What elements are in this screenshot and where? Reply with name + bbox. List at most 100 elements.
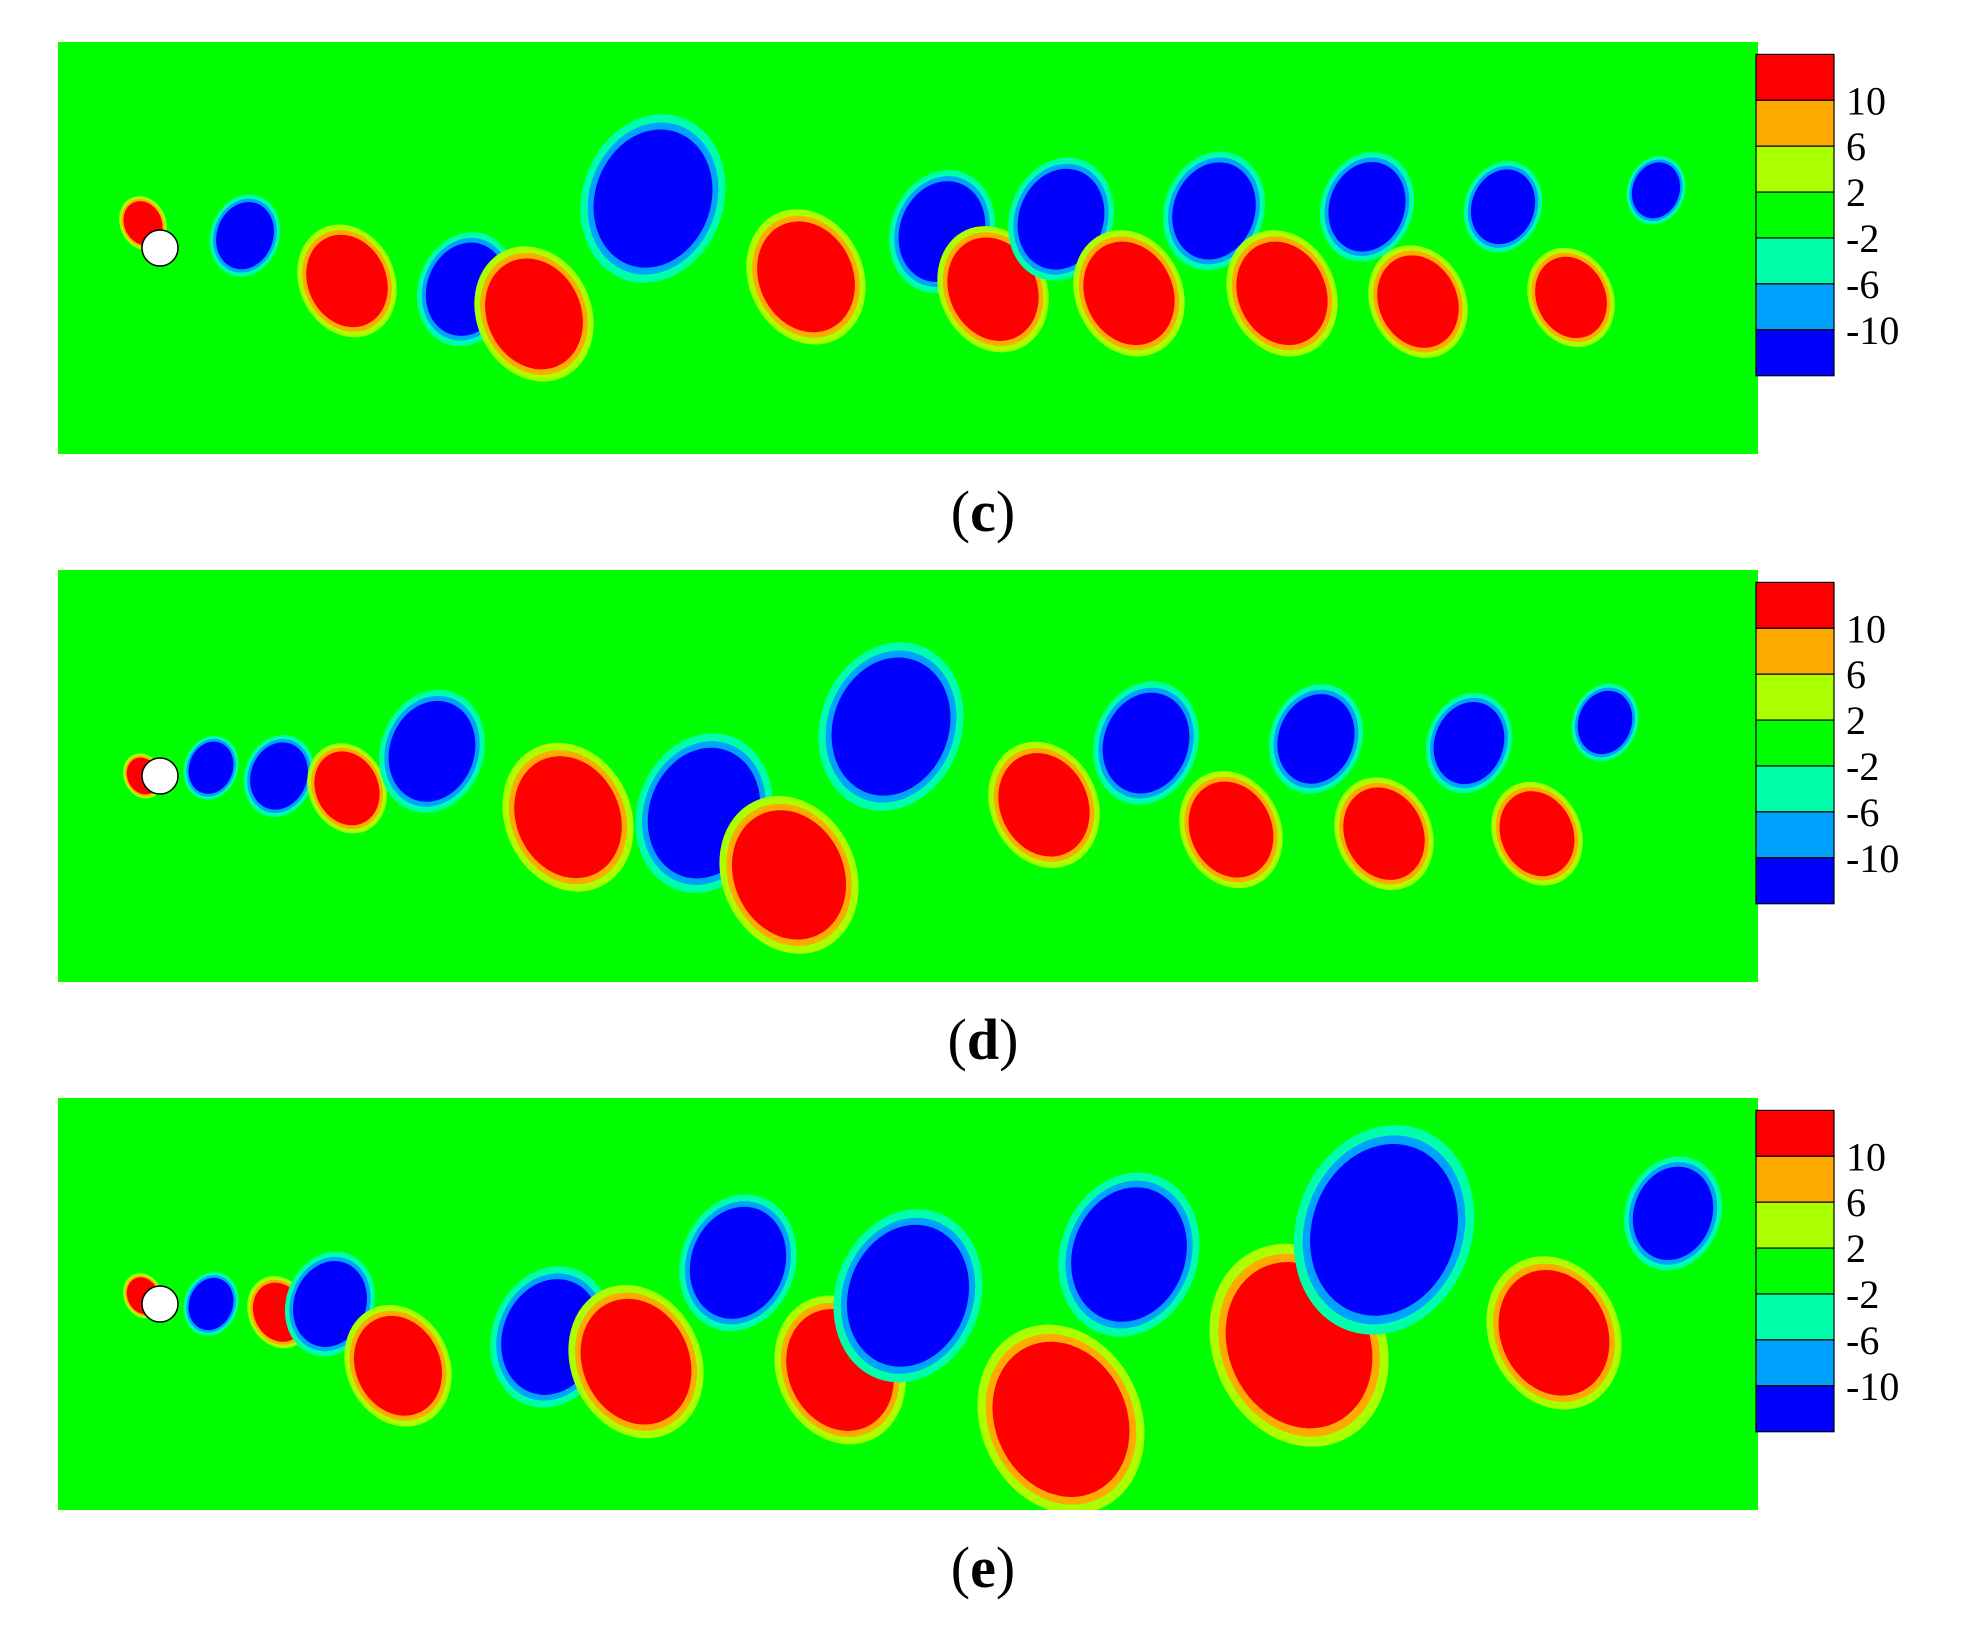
colorbar-tick-label: 6 [1846,124,1866,169]
vortex-contour-level [1535,256,1607,339]
vortex-contour-level [1632,1166,1714,1261]
colorbar-tick-label: -10 [1846,308,1899,353]
colorbar-segment [1755,283,1835,331]
vortex-contour-level [1071,1187,1187,1322]
colorbar-tick-label: 6 [1846,1180,1866,1225]
vortex-contour-level [306,234,388,328]
positive-vortex [977,1324,1145,1510]
colorbar-segment [1755,627,1835,675]
vortex-contour-level [1172,162,1256,260]
negative-vortex [1093,681,1199,805]
colorbar-segment [1755,1385,1835,1433]
cylinder-shape [141,229,179,267]
negative-vortex [1293,1125,1475,1335]
colorbar-segment [1755,99,1835,147]
panel-caption-c: (c) [950,479,1016,544]
negative-vortex [580,114,726,283]
cylinder-shape [141,757,179,795]
positive-vortex [719,795,859,954]
positive-vortex [502,742,634,892]
vortex-contour-level [353,1315,443,1416]
vortex-contour-level [1499,791,1575,877]
vortex-contour-level [846,1224,970,1367]
colorbar-tick-label: 2 [1846,1226,1866,1271]
negative-vortex [679,1194,797,1332]
vortex-contour-level [992,1341,1130,1497]
positive-vortex [1226,230,1338,357]
negative-vortex [1268,684,1364,794]
negative-vortex [379,689,485,813]
colorbar-tick-label: -6 [1846,790,1879,835]
colorbar-segment [1755,1247,1835,1295]
colorbar-segment [1755,1201,1835,1249]
colorbar-segment [1755,145,1835,193]
colorbar-tick-label: -2 [1846,216,1879,261]
vortex-contour-level [1343,787,1425,880]
negative-vortex [833,1209,983,1383]
colorbar-segment [1755,191,1835,239]
positive-vortex [746,209,866,345]
colorbar-segment [1755,53,1835,101]
vortex-contour-level [1236,241,1328,346]
vortex-contour-level [1470,169,1536,245]
contour-panel-e: 10 6 2 -2 -6 -10 (e) [0,1056,1966,1600]
colorbar-segment [1755,1109,1835,1157]
vortex-contour-level [293,1261,367,1347]
positive-vortex [474,246,594,382]
colorbar-segment [1755,581,1835,629]
colorbar-tick-label: -6 [1846,262,1879,307]
negative-vortex [1163,151,1265,271]
vortex-contour-level [314,751,380,826]
vortex-contour-level [388,700,476,802]
vortex-contour-level [580,1298,692,1425]
colorbar-segment [1755,857,1835,905]
colorbar-tick-label: -2 [1846,1272,1879,1317]
colorbar-tick-label: 10 [1846,606,1886,651]
vortex-contour-level [485,258,583,370]
colorbar-segment [1755,329,1835,377]
negative-vortex [1425,692,1513,794]
negative-vortex [183,735,239,800]
colorbar-tick-label: -6 [1846,1318,1879,1363]
colorbar-segment [1755,1293,1835,1341]
positive-vortex [988,741,1100,868]
colorbar-tick-label: 2 [1846,698,1866,743]
vortex-contour-level [1083,241,1175,346]
vortex-contour-level [1377,255,1459,348]
vortex-contour-level [1102,692,1190,794]
vortex-group [123,1125,1723,1510]
colorbar-tick-label: 6 [1846,652,1866,697]
colorbar-segment [1755,1155,1835,1203]
vortex-contour-level [188,741,234,794]
vortex-contour-level [1328,161,1406,252]
negative-vortex [1571,683,1639,762]
vortex-contour-level [250,742,308,810]
vortex-contour-level [1310,1143,1458,1316]
colorbar-tick-label: -2 [1846,744,1879,789]
positive-vortex [1368,245,1468,358]
vortex-group [119,114,1686,382]
positive-vortex [1073,230,1185,357]
positive-vortex [307,743,387,834]
positive-vortex [1486,1256,1622,1410]
vortex-contour-level [1498,1270,1610,1396]
vortex-contour-level [1188,781,1274,878]
colorbar-tick-label: -10 [1846,1364,1899,1409]
negative-vortex [1623,1156,1723,1271]
negative-vortex [1626,156,1686,225]
negative-vortex [183,1272,239,1336]
colorbar-tick-label: 10 [1846,1134,1886,1179]
vortex-contour-level [998,753,1090,857]
colorbar-tick-label: -10 [1846,836,1899,881]
negative-vortex [1058,1172,1200,1337]
colorbar-tick-label: 2 [1846,170,1866,215]
vortex-contour-level [1433,701,1505,785]
cylinder-shape [141,1285,179,1323]
vortex-contour-level [731,810,847,940]
vortex-contour-level [1631,162,1681,219]
positive-vortex [344,1304,452,1427]
